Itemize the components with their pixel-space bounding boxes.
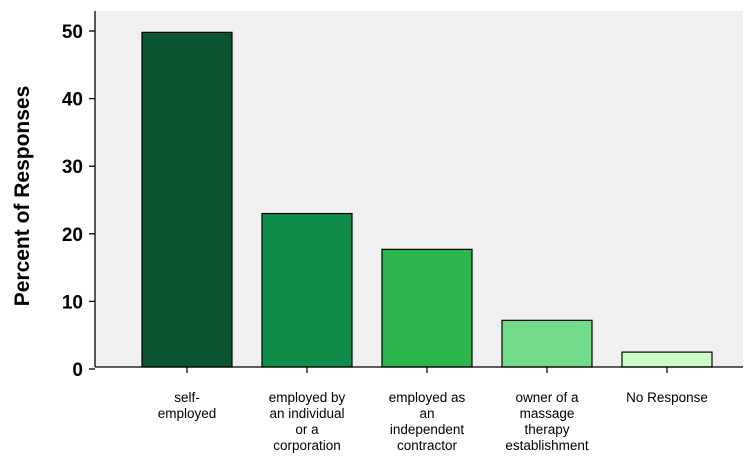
x-tick-label-line: an individual bbox=[269, 406, 344, 421]
bar bbox=[261, 212, 353, 368]
bar bbox=[381, 248, 473, 368]
x-tick-label-line: therapy bbox=[524, 422, 569, 437]
y-axis-ticks: 0 10 20 30 40 50 bbox=[62, 22, 95, 381]
x-tick-label: self-employed bbox=[158, 390, 217, 421]
y-tick-label: 40 bbox=[62, 90, 83, 111]
y-tick-label: 10 bbox=[62, 292, 83, 313]
x-tick-label-line: an bbox=[419, 406, 434, 421]
x-tick-label-line: owner of a bbox=[515, 390, 579, 405]
x-tick-label-line: or a bbox=[295, 422, 319, 437]
bar bbox=[141, 31, 233, 368]
x-tick-label-line: employed bbox=[158, 406, 217, 421]
x-tick-label: employed by an individual or a corporation bbox=[269, 390, 346, 453]
x-tick-label: owner of a massage therapy establishment bbox=[505, 390, 589, 453]
x-tick-label-line: corporation bbox=[273, 438, 341, 453]
x-tick-label-line: contractor bbox=[397, 438, 458, 453]
bar bbox=[501, 319, 593, 368]
x-tick-label-line: employed as bbox=[389, 390, 466, 405]
x-tick-label-line: establishment bbox=[505, 438, 589, 453]
y-tick-label: 20 bbox=[62, 225, 83, 246]
x-tick-label-line: No Response bbox=[626, 390, 708, 405]
x-tick-label-line: employed by bbox=[269, 390, 346, 405]
x-tick-label: No Response bbox=[626, 390, 708, 405]
bars bbox=[141, 31, 713, 368]
x-tick-label-line: massage bbox=[520, 406, 575, 421]
y-tick-label: 30 bbox=[62, 157, 83, 178]
y-tick-label: 0 bbox=[72, 360, 83, 381]
x-axis-ticks: self-employed employed by an individual or … bbox=[158, 367, 708, 453]
y-axis-label: Percent of Responses bbox=[11, 86, 34, 307]
x-tick-label: employed as an independent contractor bbox=[389, 390, 466, 453]
y-tick-label: 50 bbox=[62, 22, 83, 43]
x-tick-label-line: self- bbox=[174, 390, 200, 405]
bar bbox=[621, 351, 713, 368]
x-tick-label-line: independent bbox=[390, 422, 465, 437]
